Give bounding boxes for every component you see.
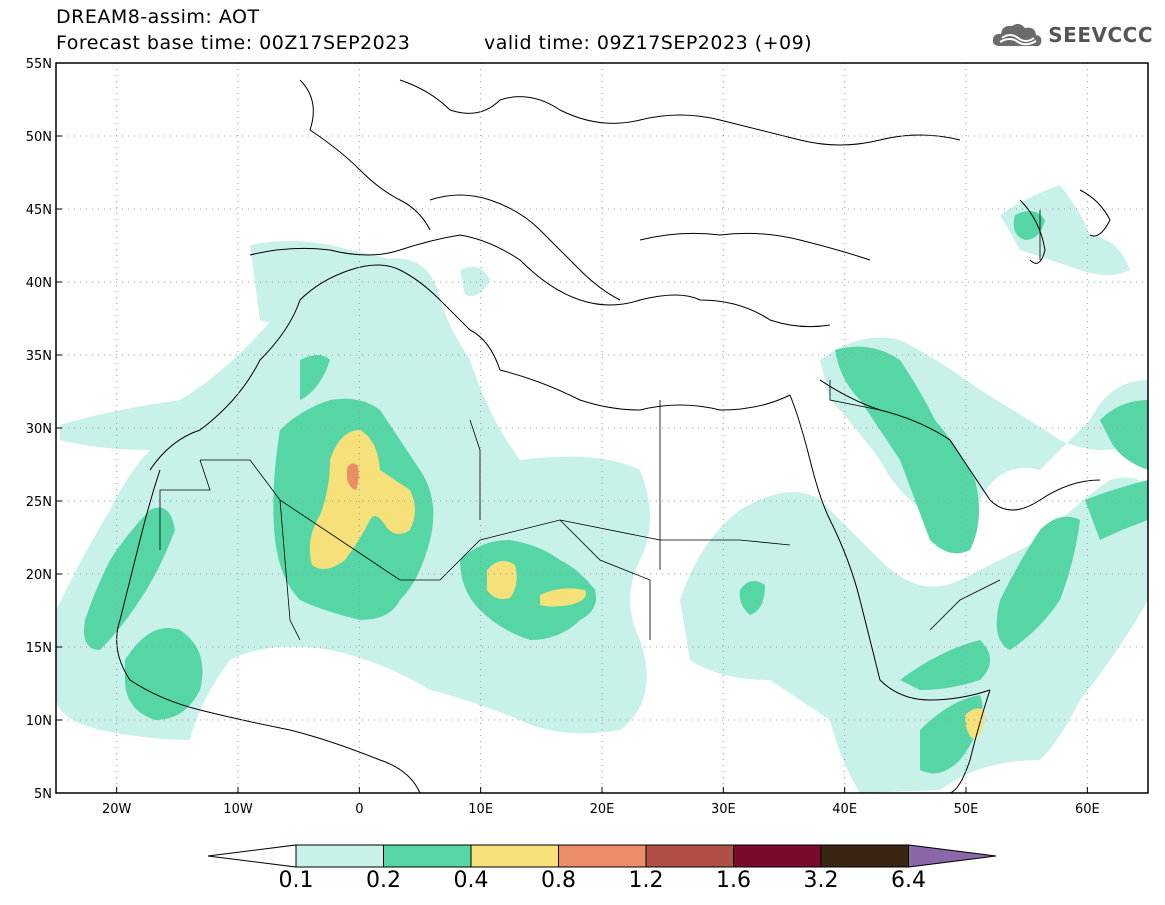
lat-tick-label: 30N: [26, 422, 52, 437]
colorbar-segment: [470, 844, 559, 868]
lat-tick-label: 40N: [26, 276, 52, 291]
lon-tick-label: 10E: [468, 802, 493, 817]
colorbar-under-triangle: [207, 844, 297, 868]
lat-tick-label: 50N: [26, 130, 52, 145]
lon-tick-label: 20E: [590, 802, 615, 817]
colorbar-segment: [295, 844, 384, 868]
lat-tick-label: 35N: [26, 349, 52, 364]
country-borders: [159, 210, 1041, 641]
logo-text: SEEVCCC: [1048, 23, 1153, 47]
valid-time: valid time: 09Z17SEP2023 (+09): [484, 32, 813, 54]
colorbar-segment: [558, 844, 647, 868]
lat-tick-label: 15N: [26, 641, 52, 656]
map-title: DREAM8-assim: AOT: [56, 6, 260, 28]
colorbar-label: 1.2: [628, 868, 664, 893]
colorbar-label: 1.6: [716, 868, 751, 893]
colorbar-segment: [383, 844, 472, 868]
lat-tick-label: 45N: [26, 203, 52, 218]
lat-tick-label: 10N: [26, 714, 52, 729]
aot-band-0.8-1.2: [347, 463, 359, 490]
colorbar-label: 0.2: [366, 868, 401, 893]
forecast-base-time: Forecast base time: 00Z17SEP2023: [56, 32, 411, 54]
lon-tick-label: 40E: [832, 802, 857, 817]
lon-tick-label: 30E: [711, 802, 736, 817]
colorbar-label: 6.4: [891, 868, 926, 893]
lat-tick-label: 20N: [26, 568, 52, 583]
aot-shading: [56, 185, 1148, 793]
aot-band-0.4-0.8: [309, 430, 985, 740]
lat-tick-label: 55N: [26, 57, 52, 72]
lon-tick-label: 10W: [223, 802, 253, 817]
lon-tick-label: 50E: [954, 802, 979, 817]
lat-tick-label: 5N: [34, 787, 52, 802]
lat-tick-label: 25N: [26, 495, 52, 510]
colorbar-segment: [733, 844, 822, 868]
colorbar-label: 0.4: [453, 868, 489, 893]
colorbar-label: 0.1: [278, 868, 314, 893]
axis-ticks: 20W 10W 0 10E 20E 30E 40E 50E 60E 55N 50N 45N 40N 35N…: [26, 57, 1100, 817]
lon-tick-label: 0: [355, 802, 363, 817]
colorbar-label: 3.2: [803, 868, 839, 893]
coastlines: [116, 79, 1111, 793]
colorbar: [207, 844, 997, 868]
colorbar-segment: [820, 844, 909, 868]
colorbar-segment: [645, 844, 734, 868]
colorbar-over-triangle: [908, 844, 997, 868]
colorbar-label: 0.8: [541, 868, 576, 893]
lon-tick-label: 60E: [1075, 802, 1100, 817]
cloud-logo-icon: [993, 23, 1042, 47]
lon-tick-label: 20W: [102, 802, 132, 817]
seevccc-logo: SEEVCCC: [990, 20, 1153, 50]
